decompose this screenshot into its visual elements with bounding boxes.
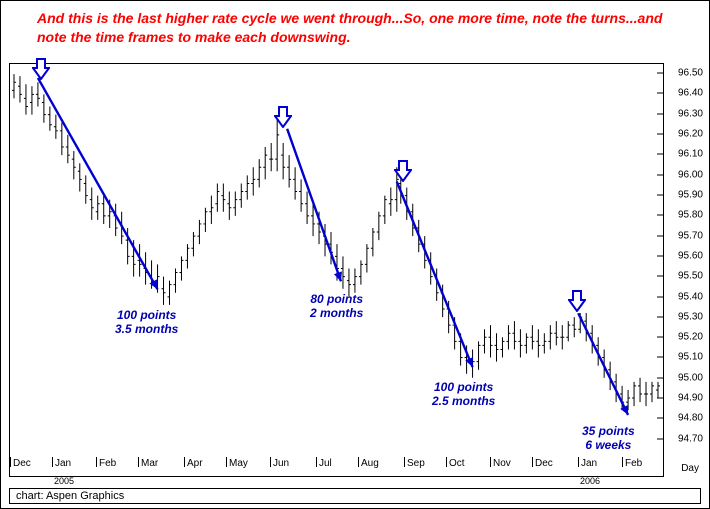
y-axis: 94.7094.8094.9095.0095.1095.2095.3095.40… <box>663 63 703 459</box>
price-chart: 100 points3.5 months 80 points2 months 100… <box>9 63 664 459</box>
turn-marker-icon <box>274 106 292 133</box>
x-axis-years: 20052006 <box>9 476 664 487</box>
swing-annotation: 100 points2.5 months <box>432 380 495 409</box>
swing-annotation: 100 points3.5 months <box>115 308 178 337</box>
turn-marker-icon <box>394 160 412 187</box>
chart-attribution: chart: Aspen Graphics <box>9 488 701 504</box>
chart-overlay <box>10 64 663 459</box>
x-axis-unit: Day <box>681 463 699 474</box>
swing-annotation: 35 points6 weeks <box>582 424 635 453</box>
chart-container: { "header_text": "And this is the last h… <box>0 0 710 509</box>
x-axis-months: DecJanFebMarAprMayJunJulAugSepOctNovDecJ… <box>9 457 664 477</box>
turn-marker-icon <box>568 290 586 317</box>
turn-marker-icon <box>32 58 50 85</box>
swing-annotation: 80 points2 months <box>310 292 363 321</box>
header-commentary: And this is the last higher rate cycle w… <box>37 9 689 47</box>
